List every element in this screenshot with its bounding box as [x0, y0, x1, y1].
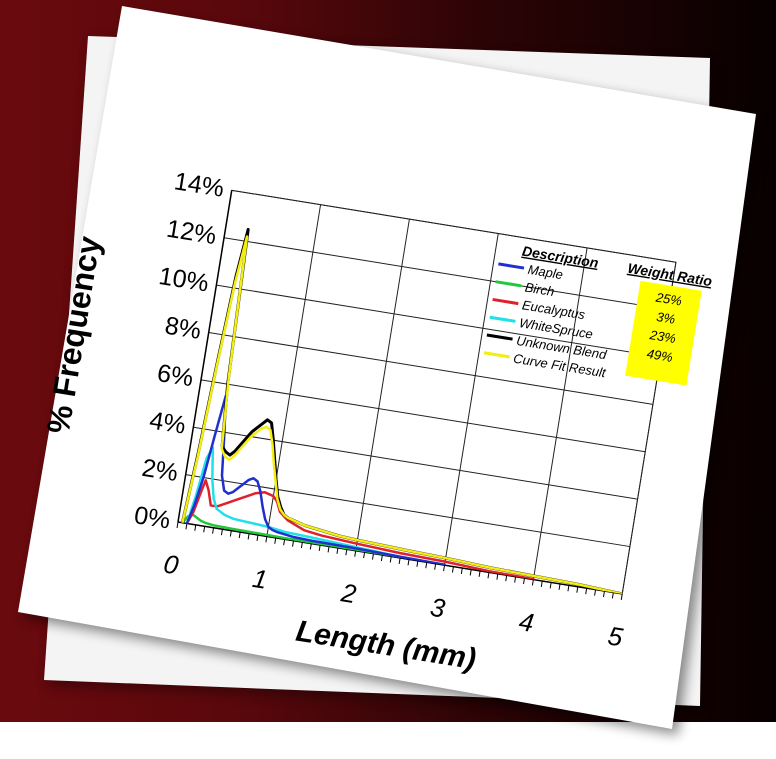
- x-tick: [576, 586, 579, 593]
- x-tick: [567, 585, 570, 592]
- x-tick: [558, 583, 561, 590]
- series-line-birch: [181, 513, 402, 560]
- x-tick: [505, 575, 508, 582]
- x-tick-label: 3: [428, 592, 448, 624]
- x-tick: [478, 570, 481, 577]
- x-tick: [212, 527, 215, 534]
- y-tick-label: 8%: [163, 312, 203, 345]
- x-tick: [265, 536, 268, 543]
- grid-line-h: [200, 379, 646, 453]
- x-tick: [203, 526, 206, 533]
- x-tick: [176, 521, 179, 529]
- x-tick: [229, 530, 232, 537]
- x-tick: [549, 582, 552, 589]
- x-tick: [194, 524, 197, 531]
- x-tick: [469, 569, 472, 576]
- legend-swatch: [498, 262, 525, 270]
- x-tick: [398, 557, 401, 564]
- weight-ratio-value: 25%: [654, 289, 683, 308]
- legend-swatch: [495, 280, 522, 288]
- x-tick: [336, 547, 339, 554]
- x-tick: [434, 563, 437, 570]
- x-tick: [318, 544, 321, 552]
- tick-labels: 0%2%4%6%8%10%12%14%0 1 2 3 4 5: [132, 167, 626, 652]
- x-tick: [327, 546, 330, 553]
- legend-swatch: [486, 333, 513, 341]
- y-tick-label: 4%: [148, 406, 188, 439]
- legend-swatch: [483, 351, 510, 359]
- x-tick-label: 4: [517, 606, 536, 638]
- weight-ratio-value: 3%: [655, 309, 676, 327]
- x-tick: [380, 555, 383, 562]
- x-tick: [407, 559, 410, 566]
- grid-line-h: [208, 331, 653, 405]
- weight-ratio-box: Weight Ratio 25%3%23%49%: [625, 260, 714, 386]
- x-tick: [585, 588, 588, 595]
- grid-line-h: [223, 237, 669, 311]
- x-tick-label: 1: [250, 563, 269, 595]
- weight-ratio-values: 25%3%23%49%: [646, 289, 683, 365]
- grid-line-v: [532, 247, 588, 580]
- y-tick-label: 6%: [155, 359, 195, 392]
- x-tick: [247, 533, 250, 540]
- x-tick: [620, 593, 623, 600]
- x-tick: [389, 556, 392, 563]
- x-tick: [514, 576, 517, 583]
- ticks: [176, 521, 623, 600]
- y-tick-label: 0%: [132, 501, 172, 534]
- x-tick: [372, 553, 374, 560]
- x-tick: [238, 531, 241, 539]
- x-tick: [309, 543, 312, 550]
- x-tick: [487, 572, 490, 579]
- x-tick: [602, 590, 605, 598]
- y-tick-label: 2%: [140, 454, 180, 487]
- weight-ratio-fill: [625, 280, 702, 386]
- x-tick: [425, 562, 428, 569]
- x-tick: [292, 540, 294, 547]
- x-tick: [256, 534, 259, 541]
- legend-entry-label: Birch: [524, 280, 556, 300]
- x-tick: [345, 549, 348, 556]
- weight-ratio-value: 23%: [648, 327, 677, 346]
- grid-line-v: [444, 233, 499, 566]
- x-tick: [540, 580, 543, 587]
- x-tick: [460, 567, 463, 575]
- x-tick: [220, 529, 223, 536]
- x-tick: [363, 552, 366, 559]
- x-tick: [594, 589, 597, 596]
- grid-line-h: [193, 426, 638, 500]
- x-tick: [523, 578, 525, 585]
- grid-line-h: [216, 284, 661, 358]
- x-tick: [283, 539, 286, 546]
- x-tick: [496, 573, 499, 580]
- grid-line-v: [355, 219, 410, 551]
- x-tick-label: 2: [338, 577, 359, 609]
- legend-entry-label: Maple: [527, 262, 564, 282]
- x-tick: [416, 560, 419, 567]
- x-tick-label: 5: [606, 620, 626, 652]
- x-tick: [185, 523, 188, 530]
- x-tick: [443, 565, 446, 572]
- x-tick: [451, 566, 454, 573]
- weight-ratio-value: 49%: [646, 346, 674, 365]
- x-tick-label: 0: [162, 548, 182, 580]
- x-tick: [274, 537, 277, 544]
- x-tick: [354, 550, 357, 557]
- y-axis-line: [177, 190, 233, 523]
- legend-swatch: [492, 297, 519, 306]
- series-line-curve-fit-result: [181, 235, 624, 594]
- series-line-eucalyptus: [185, 479, 535, 581]
- series-layer: [180, 227, 624, 594]
- x-tick: [300, 542, 303, 549]
- x-tick: [611, 592, 614, 599]
- x-tick: [531, 579, 534, 586]
- legend-swatch: [489, 315, 516, 323]
